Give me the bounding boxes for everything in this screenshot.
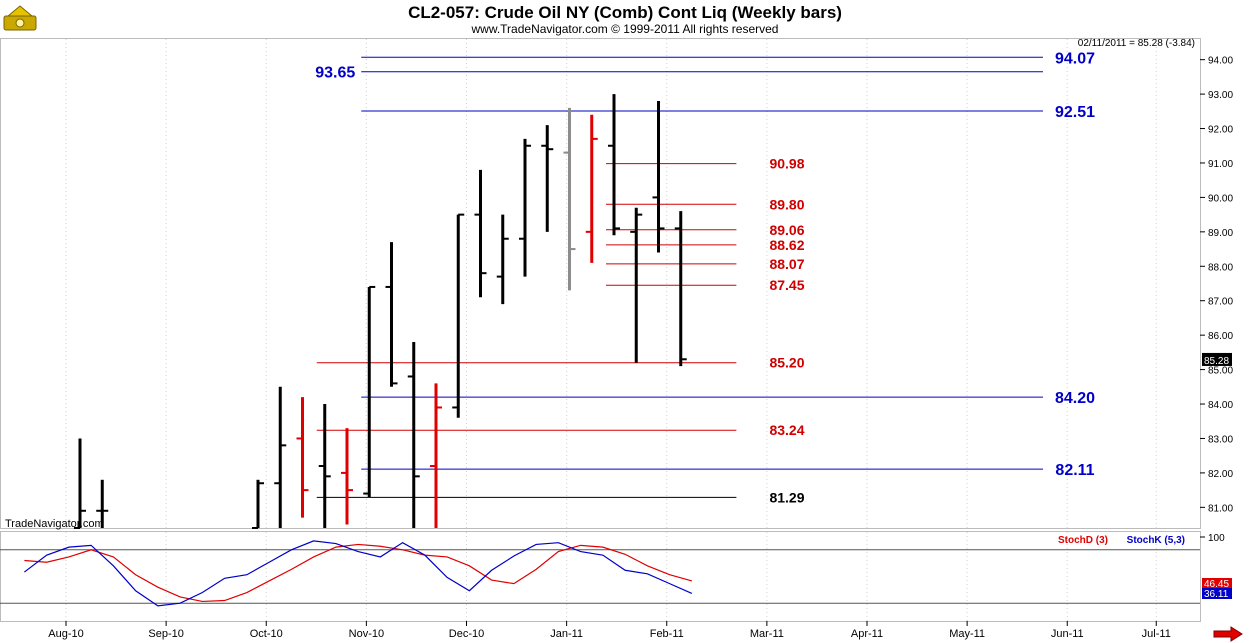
trade-navigator-logo bbox=[3, 5, 37, 31]
x-tick-label: Feb-11 bbox=[650, 628, 684, 640]
level-label-88.62: 88.62 bbox=[769, 237, 804, 253]
ohlc-bar bbox=[407, 342, 420, 528]
stoch-legend-k: StochK (5,3) bbox=[1127, 535, 1185, 546]
level-label-89.80: 89.80 bbox=[769, 196, 804, 212]
level-label-88.07: 88.07 bbox=[769, 256, 804, 272]
y-tick-label: 81.00 bbox=[1208, 503, 1233, 514]
level-label-81.29: 81.29 bbox=[769, 489, 804, 505]
stoch-last-label-k: 36.11 bbox=[1204, 589, 1229, 600]
y-tick-label: 88.00 bbox=[1208, 262, 1233, 273]
x-tick-label: Jun-11 bbox=[1051, 628, 1084, 640]
x-tick-label: Oct-10 bbox=[250, 628, 283, 640]
y-tick-label: 93.00 bbox=[1208, 90, 1233, 101]
level-label-89.06: 89.06 bbox=[769, 222, 804, 238]
ohlc-bar bbox=[74, 438, 86, 529]
stoch-legend-d: StochD (3) bbox=[1058, 535, 1108, 546]
ohlc-bar bbox=[430, 383, 442, 528]
x-tick-label: Dec-10 bbox=[449, 628, 484, 640]
stoch-panel-frame bbox=[0, 531, 1201, 622]
level-label-82.11: 82.11 bbox=[1055, 462, 1094, 479]
ohlc-bar bbox=[674, 211, 687, 367]
stoch-series-k bbox=[24, 540, 693, 607]
x-tick-label: Nov-10 bbox=[349, 628, 384, 640]
stoch-y-tick-label: 100 bbox=[1208, 533, 1225, 544]
watermark-text: TradeNavigator.com bbox=[5, 518, 104, 530]
ohlc-bar bbox=[363, 285, 376, 498]
price-panel-frame bbox=[0, 38, 1201, 529]
ohlc-bars bbox=[74, 94, 687, 529]
level-label-93.65: 93.65 bbox=[315, 65, 355, 82]
y-tick-label: 86.00 bbox=[1208, 331, 1233, 342]
x-tick-label: Apr-11 bbox=[851, 628, 883, 640]
y-tick-label: 83.00 bbox=[1208, 434, 1233, 445]
level-label-92.51: 92.51 bbox=[1055, 104, 1095, 121]
y-tick-label: 85.00 bbox=[1208, 366, 1233, 377]
ohlc-bar bbox=[652, 100, 665, 253]
last-price-tag bbox=[1202, 352, 1232, 366]
x-tick-label: May-11 bbox=[949, 628, 985, 640]
x-tick-label: Sep-10 bbox=[148, 628, 183, 640]
level-label-90.98: 90.98 bbox=[769, 156, 804, 172]
grid-layer bbox=[65, 39, 1157, 621]
y-tick-label: 87.00 bbox=[1208, 297, 1233, 308]
ohlc-bar bbox=[252, 479, 264, 529]
ohlc-bar bbox=[385, 242, 398, 387]
chart-title: CL2-057: Crude Oil NY (Comb) Cont Liq (W… bbox=[408, 3, 842, 22]
y-tick-label: 90.00 bbox=[1208, 193, 1233, 204]
level-label-85.20: 85.20 bbox=[769, 355, 804, 371]
ohlc-bar bbox=[519, 138, 531, 277]
y-tick-label: 82.00 bbox=[1208, 469, 1233, 480]
level-label-84.20: 84.20 bbox=[1055, 390, 1095, 407]
ohlc-bar bbox=[496, 214, 509, 305]
last-price-tag-label: 85.28 bbox=[1204, 356, 1229, 367]
copyright-subtitle: www.TradeNavigator.com © 1999-2011 All r… bbox=[471, 22, 779, 36]
y-tick-label: 84.00 bbox=[1208, 400, 1233, 411]
y-tick-label: 94.00 bbox=[1208, 56, 1233, 67]
stoch-last-tag-d bbox=[1202, 578, 1232, 589]
x-tick-label: Jan-11 bbox=[550, 628, 583, 640]
ohlc-bar bbox=[541, 125, 554, 232]
last-price-info: 02/11/2011 = 85.28 (-3.84) bbox=[1078, 38, 1195, 49]
ohlc-bar bbox=[296, 397, 309, 518]
ohlc-bar bbox=[318, 404, 331, 528]
level-label-83.24: 83.24 bbox=[769, 422, 804, 438]
y-tick-label: 92.00 bbox=[1208, 125, 1233, 136]
ohlc-bar bbox=[474, 169, 487, 298]
ohlc-bar bbox=[341, 428, 353, 525]
ohlc-bar bbox=[630, 207, 643, 363]
x-tick-label: Jul-11 bbox=[1142, 628, 1171, 640]
ohlc-bar bbox=[274, 386, 287, 528]
stoch-last-label-d: 46.45 bbox=[1204, 579, 1229, 590]
ohlc-bar bbox=[96, 479, 109, 528]
ohlc-bar bbox=[608, 94, 620, 236]
level-label-87.45: 87.45 bbox=[769, 277, 804, 293]
ohlc-bar bbox=[563, 107, 576, 291]
y-tick-label: 91.00 bbox=[1208, 159, 1233, 170]
y-tick-label: 89.00 bbox=[1208, 228, 1233, 239]
scroll-right-arrow-icon[interactable] bbox=[1213, 626, 1243, 642]
x-tick-label: Mar-11 bbox=[750, 628, 784, 640]
level-label-94.07: 94.07 bbox=[1055, 50, 1095, 67]
x-tick-label: Aug-10 bbox=[48, 628, 83, 640]
axes: Aug-10 Sep-10 Oct-10 Nov-10 Dec-10 Jan-11 Feb-… bbox=[48, 56, 1233, 640]
ohlc-bar bbox=[585, 114, 598, 263]
stoch-last-tag-k bbox=[1202, 588, 1232, 599]
ohlc-bar bbox=[452, 213, 465, 418]
